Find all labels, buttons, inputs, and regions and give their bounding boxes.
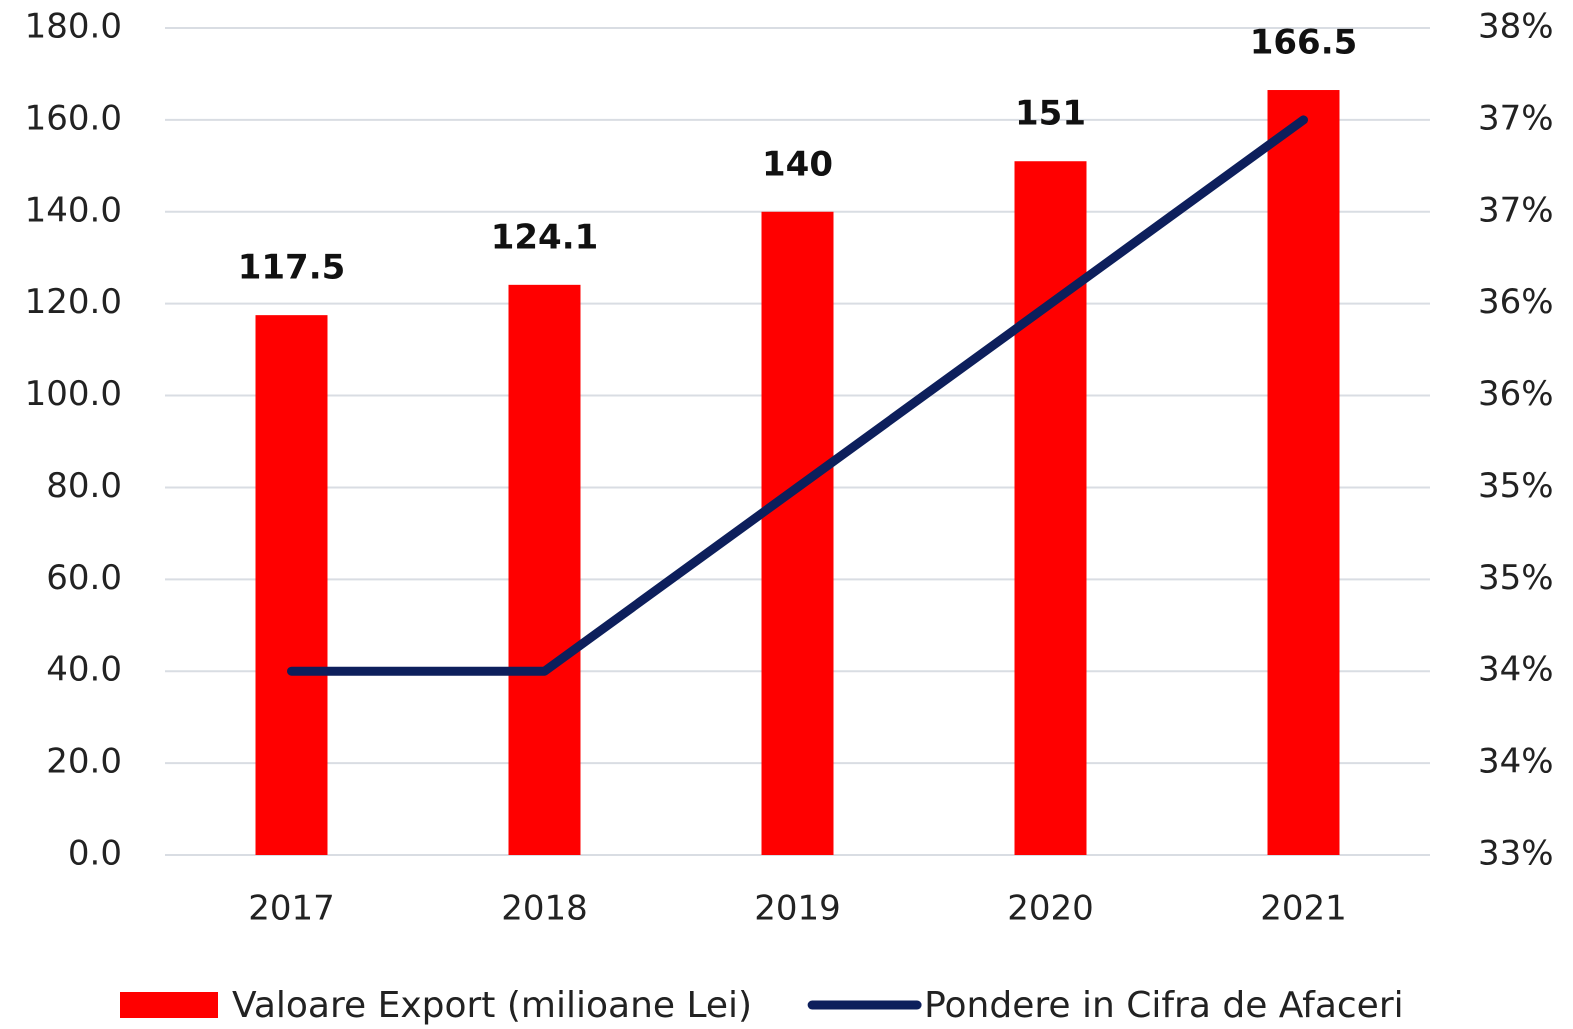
y-tick-label: 40.0 (46, 650, 122, 690)
value-label: 166.5 (1250, 23, 1358, 63)
value-label: 140 (762, 144, 833, 184)
y2-tick-label: 33% (1478, 834, 1554, 874)
bar (1014, 161, 1087, 855)
x-tick-label: 2020 (1007, 889, 1094, 929)
y2-tick-label: 36% (1478, 374, 1554, 414)
y2-tick-label: 37% (1478, 98, 1554, 138)
y-tick-label: 80.0 (46, 466, 122, 506)
y-tick-label: 60.0 (46, 558, 122, 598)
y-tick-label: 120.0 (25, 282, 122, 322)
y2-tick-label: 37% (1478, 190, 1554, 230)
x-tick-label: 2018 (501, 889, 588, 929)
legend-swatch (120, 992, 218, 1018)
y-tick-label: 160.0 (25, 98, 122, 138)
y2-tick-label: 34% (1478, 742, 1554, 782)
x-tick-label: 2017 (248, 889, 335, 929)
y-tick-label: 100.0 (25, 374, 122, 414)
bar (761, 211, 834, 855)
legend-label: Pondere in Cifra de Afaceri (924, 985, 1404, 1026)
x-tick-label: 2019 (754, 889, 841, 929)
y2-tick-label: 38% (1478, 7, 1554, 47)
y2-tick-label: 34% (1478, 650, 1554, 690)
y2-tick-label: 36% (1478, 282, 1554, 322)
value-label: 117.5 (238, 248, 346, 288)
y-tick-label: 0.0 (68, 834, 122, 874)
value-label: 151 (1015, 94, 1086, 134)
line (287, 115, 1308, 676)
bar (255, 315, 328, 855)
y-tick-label: 20.0 (46, 742, 122, 782)
y2-tick-label: 35% (1478, 558, 1554, 598)
x-tick-label: 2021 (1260, 889, 1347, 929)
bar (1267, 90, 1340, 855)
bar (508, 284, 581, 855)
y-tick-label: 180.0 (25, 7, 122, 47)
value-label: 124.1 (491, 217, 599, 257)
y2-tick-label: 35% (1478, 466, 1554, 506)
y-tick-label: 140.0 (25, 190, 122, 230)
legend-label: Valoare Export (milioane Lei) (232, 985, 752, 1026)
